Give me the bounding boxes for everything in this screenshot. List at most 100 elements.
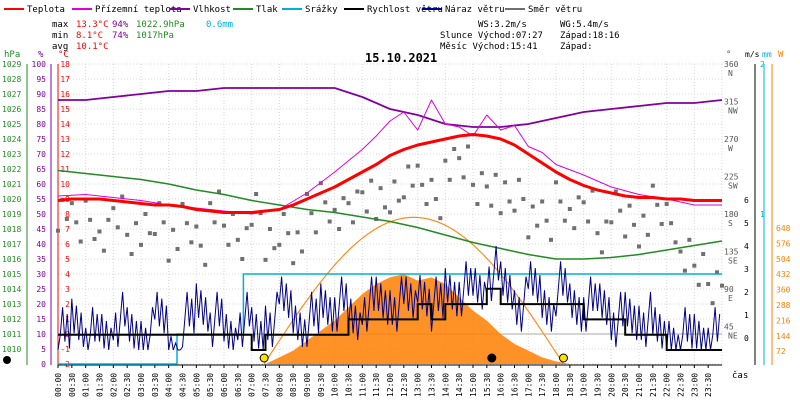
x-tick-label: 02:30 xyxy=(123,373,132,397)
dir-tick-label: W xyxy=(728,144,733,153)
wind-direction-point xyxy=(364,209,369,214)
wind-direction-point xyxy=(272,246,277,251)
dir-tick-label: NE xyxy=(728,332,738,341)
wind-direction-point xyxy=(710,301,715,306)
c-tick-label: -1 xyxy=(60,345,70,354)
wind-direction-point xyxy=(134,221,139,226)
hpa-tick-label: 1018 xyxy=(2,225,21,234)
wind-direction-point xyxy=(360,190,365,195)
pct-tick-label: 85 xyxy=(36,105,46,114)
pct-tick-label: 45 xyxy=(36,225,46,234)
ms-tick-label: 4 xyxy=(744,242,749,251)
x-tick-label: 04:00 xyxy=(165,373,174,397)
x-tick-label: 17:30 xyxy=(538,373,547,397)
wind-direction-point xyxy=(350,220,355,225)
w-tick-label: 360 xyxy=(776,286,791,295)
wind-direction-point xyxy=(166,258,171,263)
stats-moon-rise: Měsíc Východ:15:41 xyxy=(440,42,538,52)
stats-gust: WG:5.4m/s xyxy=(560,20,609,30)
wind-direction-point xyxy=(429,177,434,182)
wind-direction-point xyxy=(554,180,558,185)
stats-max-hum: 94% xyxy=(112,20,129,30)
pct-tick-label: 70 xyxy=(36,150,46,159)
deg-axis-title: ° xyxy=(726,50,731,60)
wind-direction-point xyxy=(590,188,595,193)
x-tick-label: 20:30 xyxy=(621,373,630,397)
wind-direction-point xyxy=(692,263,697,268)
x-tick-label: 11:00 xyxy=(358,373,367,397)
w-tick-label: 576 xyxy=(776,239,791,248)
wind-direction-point xyxy=(516,177,521,182)
wind-direction-point xyxy=(659,222,664,226)
wind-direction-point xyxy=(198,243,203,248)
x-tick-label: 19:00 xyxy=(580,373,589,397)
pct-tick-label: 15 xyxy=(36,315,46,324)
sunset-marker xyxy=(558,353,568,363)
hpa-tick-label: 1026 xyxy=(2,105,21,114)
wind-direction-point xyxy=(286,231,291,236)
wind-direction-point xyxy=(512,208,517,213)
wind-direction-point xyxy=(217,189,222,194)
wind-direction-point xyxy=(576,195,581,200)
wind-direction-point xyxy=(682,268,687,273)
c-tick-label: 16 xyxy=(60,90,70,99)
pct-tick-label: 5 xyxy=(41,345,46,354)
stats-min-press: 1017hPa xyxy=(136,31,174,41)
wind-direction-point xyxy=(263,257,268,262)
wind-direction-point xyxy=(337,227,342,231)
wind-direction-point xyxy=(433,197,438,201)
x-tick-label: 07:00 xyxy=(248,373,257,397)
x-tick-label: 08:00 xyxy=(275,373,284,397)
wind-direction-point xyxy=(318,181,323,186)
wind-direction-point xyxy=(623,234,628,239)
x-tick-label: 21:30 xyxy=(649,373,658,397)
wind-direction-point xyxy=(687,237,692,242)
wind-direction-point xyxy=(604,219,609,224)
x-tick-label: 15:30 xyxy=(483,373,492,397)
legend-label: Vlhkost xyxy=(193,5,231,15)
legend-label: Teplota xyxy=(27,5,65,15)
wind-direction-point xyxy=(88,217,93,222)
series-line-gust xyxy=(57,245,721,351)
stats-panel: max 13.3°C 94% 1022.9hPa 0.6mm min 8.1°C… xyxy=(52,20,620,52)
wind-direction-point xyxy=(78,239,83,244)
moon-phase-marker xyxy=(3,356,11,364)
x-tick-label: 23:30 xyxy=(704,373,713,397)
hpa-tick-label: 1022 xyxy=(2,165,21,174)
wind-direction-point xyxy=(401,195,406,200)
ms-axis-title: m/s xyxy=(745,50,760,59)
mm-tick-label: 2 xyxy=(760,60,765,69)
stats-max-temp: 13.3°C xyxy=(76,20,109,30)
mm-axis-title: mm xyxy=(762,50,772,59)
x-tick-label: 16:30 xyxy=(511,373,520,397)
wind-direction-point xyxy=(194,224,199,229)
hpa-tick-label: 1025 xyxy=(2,120,21,129)
w-tick-label: 504 xyxy=(776,255,791,264)
x-tick-label: 08:30 xyxy=(289,373,298,397)
wind-direction-point xyxy=(309,211,314,216)
wind-direction-point xyxy=(341,196,346,201)
x-tick-label: 16:00 xyxy=(497,373,506,397)
wind-direction-point xyxy=(655,202,660,207)
x-tick-label: 22:30 xyxy=(677,373,686,397)
wind-direction-point xyxy=(161,220,166,225)
wind-direction-point xyxy=(139,242,143,247)
c-tick-label: 8 xyxy=(65,210,70,219)
wind-direction-point xyxy=(291,261,296,266)
c-axis-title: °C xyxy=(58,50,69,60)
wind-direction-point xyxy=(609,220,614,225)
wind-direction-point xyxy=(300,249,305,254)
wind-direction-point xyxy=(222,223,226,228)
x-tick-label: 00:00 xyxy=(54,373,63,397)
c-tick-label: 7 xyxy=(65,225,70,234)
wind-direction-point xyxy=(613,189,618,194)
wind-direction-point xyxy=(669,221,674,226)
wind-direction-point xyxy=(323,200,328,205)
series-line-humidity xyxy=(58,87,723,128)
x-tick-label: 05:30 xyxy=(206,373,215,397)
hpa-tick-label: 1019 xyxy=(2,210,21,219)
stats-max-rain: 0.6mm xyxy=(206,20,233,30)
series-line-solar-max xyxy=(263,216,564,365)
wind-direction-point xyxy=(313,230,318,235)
stats-sun-rise: Slunce Východ:07:27 xyxy=(440,31,543,41)
